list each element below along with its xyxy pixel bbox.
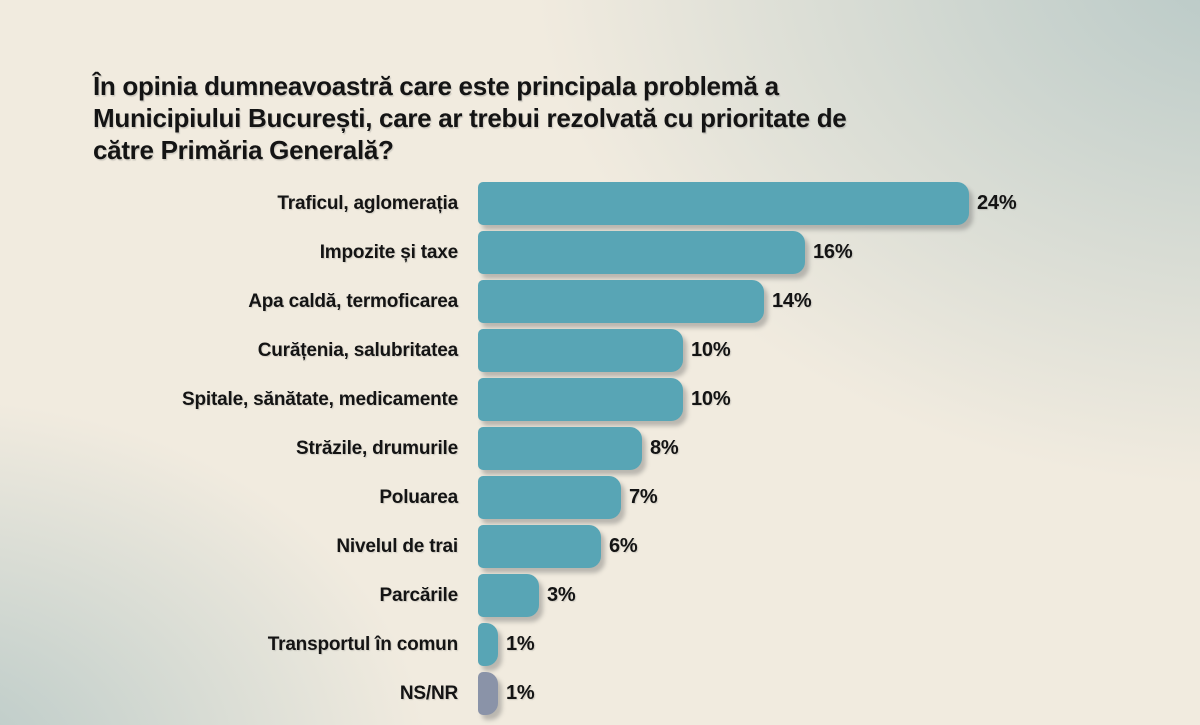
chart-row: Impozite și taxe 16% xyxy=(0,231,1200,274)
chart-row: Spitale, sănătate, medicamente 10% xyxy=(0,378,1200,421)
bar xyxy=(478,672,498,715)
chart-title-line-2: Municipiului București, care ar trebui r… xyxy=(93,103,847,133)
category-label: NS/NR xyxy=(399,682,458,704)
chart-row: NS/NR 1% xyxy=(0,672,1200,715)
chart-row: Traficul, aglomerația 24% xyxy=(0,182,1200,225)
bar xyxy=(478,623,498,666)
category-label: Transportul în comun xyxy=(267,633,458,655)
category-label: Străzile, drumurile xyxy=(296,437,458,459)
chart-title-line-1: În opinia dumneavoastră care este princi… xyxy=(93,71,779,101)
category-label: Curățenia, salubritatea xyxy=(257,339,458,361)
bar xyxy=(478,329,683,372)
chart-row: Curățenia, salubritatea 10% xyxy=(0,329,1200,372)
chart-row: Parcările 3% xyxy=(0,574,1200,617)
category-label: Parcările xyxy=(379,584,459,606)
chart-title: În opinia dumneavoastră care este princi… xyxy=(93,70,1113,166)
category-label: Apa caldă, termoficarea xyxy=(248,290,458,312)
value-label: 10% xyxy=(691,388,731,410)
chart-row: Transportul în comun 1% xyxy=(0,623,1200,666)
bar xyxy=(478,231,805,274)
value-label: 1% xyxy=(506,633,535,655)
value-label: 1% xyxy=(506,682,535,704)
value-label: 14% xyxy=(772,290,812,312)
chart-row: Apa caldă, termoficarea 14% xyxy=(0,280,1200,323)
bar xyxy=(478,182,969,225)
bar xyxy=(478,378,683,421)
bar-chart: Traficul, aglomerația 24% Impozite și taxe… xyxy=(0,182,1200,721)
bar xyxy=(478,280,764,323)
value-label: 3% xyxy=(547,584,576,606)
chart-row: Poluarea 7% xyxy=(0,476,1200,519)
chart-title-line-3: către Primăria Generală? xyxy=(93,135,394,165)
category-label: Nivelul de trai xyxy=(336,535,458,557)
value-label: 24% xyxy=(977,192,1017,214)
bar xyxy=(478,427,642,470)
value-label: 10% xyxy=(691,339,731,361)
bar xyxy=(478,476,621,519)
category-label: Poluarea xyxy=(379,486,458,508)
chart-row: Străzile, drumurile 8% xyxy=(0,427,1200,470)
bar xyxy=(478,574,539,617)
category-label: Impozite și taxe xyxy=(319,241,458,263)
value-label: 7% xyxy=(629,486,658,508)
chart-row: Nivelul de trai 6% xyxy=(0,525,1200,568)
value-label: 16% xyxy=(813,241,853,263)
value-label: 8% xyxy=(650,437,679,459)
value-label: 6% xyxy=(609,535,638,557)
category-label: Spitale, sănătate, medicamente xyxy=(182,388,458,410)
bar xyxy=(478,525,601,568)
category-label: Traficul, aglomerația xyxy=(277,192,458,214)
